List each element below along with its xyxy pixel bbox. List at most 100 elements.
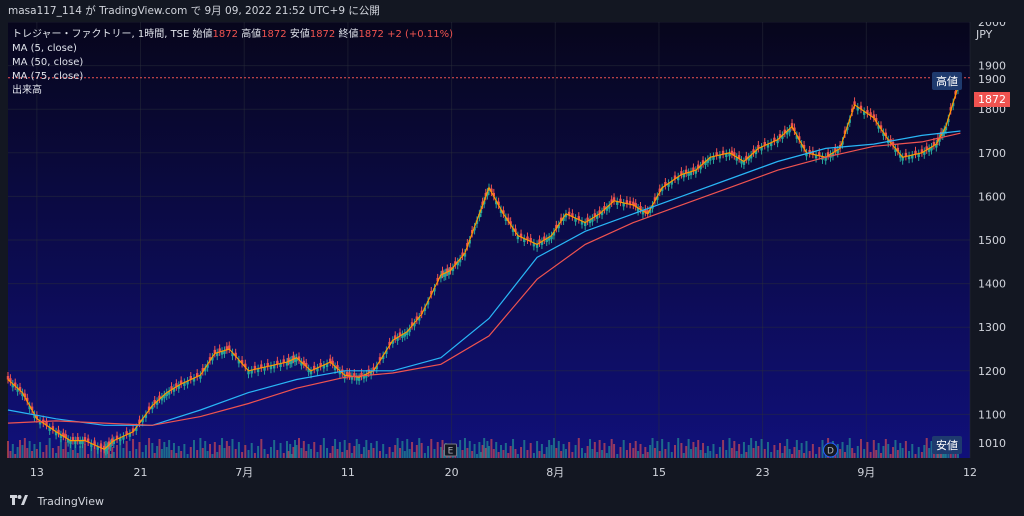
- candle-body: [282, 359, 285, 363]
- candle-body: [223, 350, 226, 354]
- candle-body: [394, 335, 397, 339]
- earnings-marker: [444, 443, 458, 457]
- volume-bar: [225, 441, 228, 458]
- volume-bar: [680, 443, 683, 458]
- volume-bar: [793, 447, 796, 458]
- volume-bar: [843, 452, 846, 458]
- candle-body: [591, 218, 594, 222]
- open-label: 始値: [192, 29, 213, 40]
- volume-bar: [141, 452, 144, 458]
- volume-bar: [71, 450, 74, 458]
- volume-bar: [745, 452, 748, 458]
- candle-body: [499, 209, 503, 213]
- candle-body: [177, 385, 180, 389]
- volume-bar: [601, 450, 604, 458]
- candle-body: [18, 386, 22, 391]
- candle-body: [325, 363, 329, 368]
- candle-body: [831, 152, 835, 157]
- candle-body: [577, 216, 580, 220]
- volume-bar: [619, 447, 622, 458]
- x-tick-label: 12: [963, 466, 977, 479]
- volume-bar: [947, 453, 950, 458]
- candle-body: [725, 153, 728, 158]
- candle-body: [689, 171, 693, 176]
- volume-bar: [295, 445, 298, 458]
- footer-brand[interactable]: TradingView: [37, 495, 104, 508]
- price-chart[interactable]: 1100120013001400150016001700180019002000…: [0, 16, 1024, 488]
- volume-bar: [23, 438, 26, 458]
- y-tick-label: 1100: [978, 408, 1006, 421]
- volume-bar: [940, 452, 943, 458]
- candle-body: [51, 426, 55, 430]
- candle-body: [179, 380, 183, 384]
- volume-bar: [783, 446, 786, 458]
- volume-bar: [653, 448, 656, 458]
- candle-body: [712, 156, 715, 160]
- volume-bar: [552, 438, 555, 458]
- ma5-legend[interactable]: MA (5, close): [12, 43, 77, 54]
- last-price-badge: 1872: [974, 92, 1010, 107]
- candle-body: [793, 127, 796, 131]
- volume-bar: [62, 449, 65, 458]
- chart-area[interactable]: 1100 1200 1300 1400 1500 1600 1700 1800 1900 2000…: [0, 16, 1024, 488]
- candle-body: [463, 253, 467, 257]
- volume-bar: [51, 448, 54, 458]
- candle-body: [509, 221, 512, 225]
- publish-info: masa117_114 が TradingView.com で 9月 09, 2…: [0, 0, 1024, 22]
- volume-bar: [109, 454, 112, 458]
- volume-bar: [555, 448, 558, 458]
- candle-body: [247, 370, 250, 375]
- volume-bar: [322, 438, 325, 458]
- volume-bar: [119, 438, 122, 458]
- candle-body: [33, 414, 36, 418]
- candle-body: [941, 132, 944, 136]
- candle-body: [894, 148, 897, 152]
- series-line: [7, 130, 961, 426]
- volume-bar: [658, 451, 661, 458]
- volume-bar: [514, 449, 517, 458]
- candle-body: [763, 142, 766, 146]
- volume-bar: [64, 442, 67, 458]
- volume-legend[interactable]: 出来高: [12, 85, 42, 96]
- volume-bar: [310, 449, 313, 458]
- candle-body: [783, 129, 787, 134]
- ma50-legend[interactable]: MA (50, close): [12, 57, 84, 68]
- volume-bar: [730, 448, 733, 458]
- candle-body: [728, 152, 731, 157]
- candle-body: [355, 376, 358, 381]
- candle-body: [914, 150, 917, 155]
- volume-bar: [781, 453, 784, 458]
- candle-body: [6, 376, 10, 380]
- volume-bar: [59, 439, 62, 458]
- candle-body: [276, 360, 279, 365]
- volume-bar: [904, 441, 907, 458]
- candle-body: [250, 370, 253, 374]
- candle-body: [225, 346, 229, 350]
- volume-bar: [591, 449, 594, 458]
- ma75-legend[interactable]: MA (75, close): [12, 71, 84, 82]
- candle-body: [86, 438, 90, 443]
- volume-bar: [96, 450, 99, 458]
- candle-body: [138, 419, 141, 424]
- candle-body: [90, 443, 93, 447]
- candle-body: [410, 322, 414, 326]
- candle-body: [709, 157, 712, 161]
- symbol-name[interactable]: トレジャー・ファクトリー, 1時間, TSE: [12, 29, 190, 40]
- candle-body: [760, 146, 763, 151]
- volume-bar: [928, 448, 931, 458]
- candle-body: [189, 376, 192, 380]
- candle-body: [269, 365, 273, 370]
- volume-bar: [808, 451, 811, 458]
- volume-bar: [509, 446, 512, 458]
- volume-bar: [329, 453, 332, 458]
- candle-body: [163, 394, 166, 399]
- volume-bar: [608, 446, 611, 458]
- volume-bar: [795, 440, 798, 458]
- candle-body: [186, 380, 189, 385]
- volume-bar: [889, 454, 892, 458]
- volume-bar: [593, 442, 596, 458]
- candle-body: [216, 352, 219, 357]
- volume-bar: [287, 451, 290, 458]
- candle-body: [293, 358, 297, 362]
- x-tick-label: 13: [30, 466, 44, 479]
